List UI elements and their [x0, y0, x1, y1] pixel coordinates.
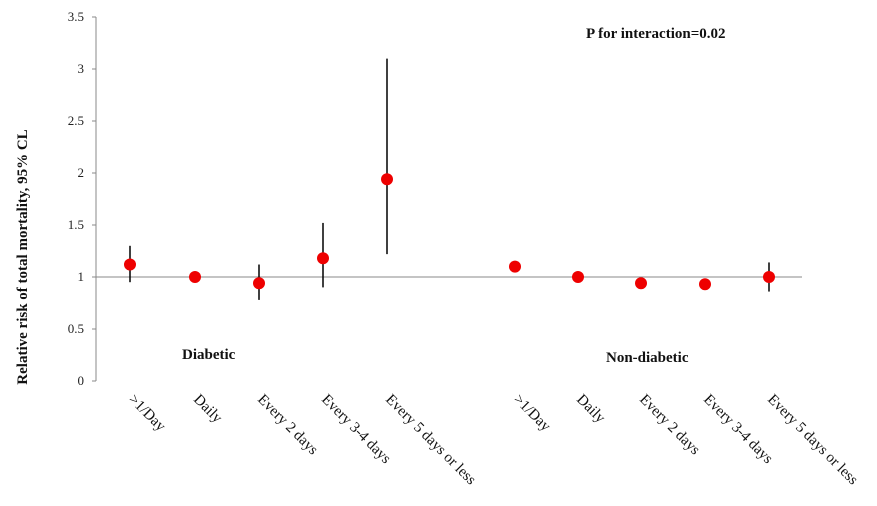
data-points — [124, 173, 775, 291]
group-labels: Diabetic Non-diabetic — [182, 347, 689, 366]
x-tick-label: Every 2 days — [254, 392, 321, 459]
y-tick-label: 2 — [78, 165, 85, 180]
data-point — [763, 271, 775, 283]
data-point — [124, 258, 136, 271]
data-point — [699, 278, 711, 291]
y-tick-label: 0 — [78, 373, 85, 388]
x-tick-label: Daily — [190, 392, 225, 427]
y-tick-label: 1.5 — [68, 217, 84, 232]
data-point — [635, 277, 647, 290]
y-tick-label: 2.5 — [68, 113, 84, 128]
x-tick-label: Daily — [573, 392, 608, 427]
x-tick-label: Every 5 days or less — [764, 392, 861, 489]
group-label: Diabetic — [182, 347, 236, 363]
x-tick-label: >1/Day — [510, 392, 554, 436]
x-tick-label: Every 5 days or less — [382, 392, 479, 489]
data-point — [317, 252, 329, 265]
y-tick-label: 1 — [78, 269, 85, 284]
y-tick-label: 3.5 — [68, 9, 84, 24]
data-point — [381, 173, 393, 186]
p-interaction-annotation: P for interaction=0.02 — [586, 26, 726, 42]
y-tick-label: 3 — [78, 61, 85, 76]
y-axis-title: Relative risk of total mortality, 95% CL — [15, 129, 31, 384]
group-label: Non-diabetic — [606, 350, 689, 366]
x-tick-label: Every 2 days — [636, 392, 703, 459]
data-point — [189, 271, 201, 283]
data-point — [253, 277, 265, 290]
data-point — [509, 260, 521, 273]
y-tick-label: 0.5 — [68, 321, 84, 336]
data-point — [572, 271, 584, 283]
x-tick-label: >1/Day — [125, 392, 169, 436]
y-axis: 0 0.5 1 1.5 2 2.5 3 3.5 — [68, 9, 97, 388]
error-bars — [129, 58, 770, 300]
